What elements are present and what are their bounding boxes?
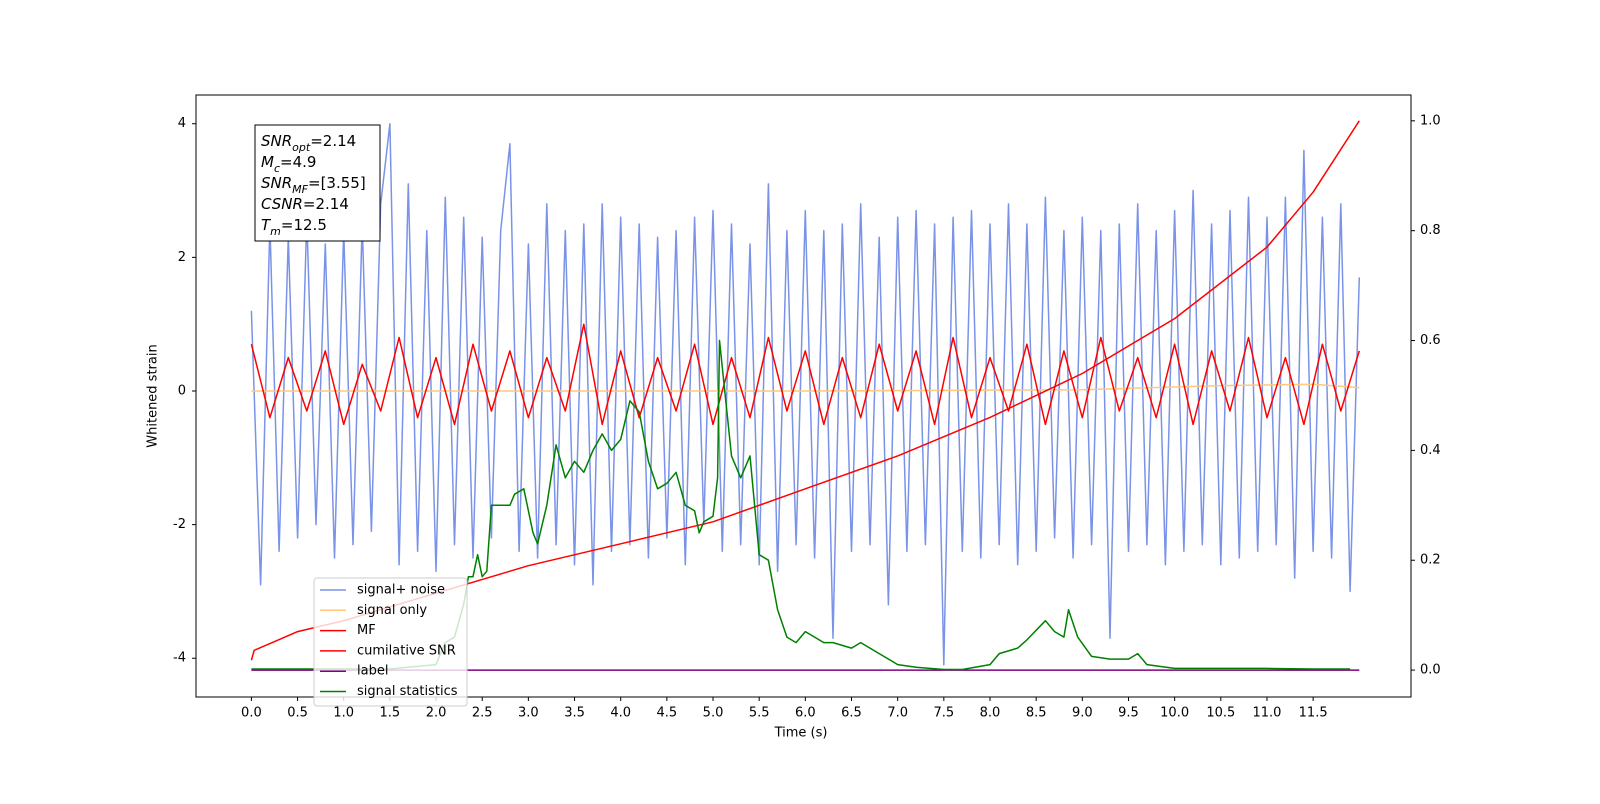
annotation-line: Tm=12.5	[261, 216, 327, 238]
annotation-subscript: m	[270, 225, 281, 238]
series-line	[250, 323, 1361, 426]
y-tick-label: -2	[173, 517, 186, 532]
x-tick-label: 2.0	[426, 706, 447, 721]
annotation-line: SNRopt=2.14	[261, 132, 356, 154]
x-tick-label: 7.5	[933, 706, 954, 721]
annotation-box	[254, 124, 381, 242]
x-tick-label: 9.5	[1118, 706, 1139, 721]
x-tick-label: 1.0	[333, 706, 354, 721]
annotation-subscript: c	[274, 162, 280, 175]
annotation-symbol: M	[261, 153, 274, 171]
annotation-value: =2.14	[303, 195, 349, 213]
x-tick-label: 11.5	[1299, 706, 1328, 721]
series-line	[251, 339, 1351, 671]
y2-tick-label: 0.6	[1420, 333, 1441, 348]
x-tick-label: 6.0	[795, 706, 816, 721]
legend-label: MF	[357, 623, 376, 638]
x-tick-label: 8.0	[980, 706, 1001, 721]
y-tick-label: 0	[178, 383, 186, 398]
x-tick-label: 0.0	[241, 706, 262, 721]
annotation-value: =2.14	[310, 132, 356, 150]
x-tick-label: 5.5	[749, 706, 770, 721]
x-tick-label: 9.0	[1072, 706, 1093, 721]
y-tick-label: 2	[178, 250, 186, 265]
annotation-symbol: SNR	[261, 174, 292, 192]
legend-box	[313, 577, 468, 707]
x-tick-label: 3.5	[564, 706, 585, 721]
x-tick-label: 2.5	[472, 706, 493, 721]
y2-tick-label: 0.2	[1420, 553, 1441, 568]
x-tick-label: 11.0	[1252, 706, 1281, 721]
annotation-symbol: T	[261, 216, 272, 234]
annotation-value: =12.5	[281, 216, 327, 234]
annotation-symbol: SNR	[261, 132, 292, 150]
annotation-line: SNRMF=[3.55]	[261, 174, 366, 196]
annotation-value: =[3.55]	[308, 174, 366, 192]
x-tick-label: 7.0	[887, 706, 908, 721]
y2-tick-label: 0.4	[1420, 443, 1441, 458]
x-tick-label: 4.5	[657, 706, 678, 721]
x-tick-label: 4.0	[610, 706, 631, 721]
legend-label: cumilative SNR	[357, 643, 456, 658]
legend-label: signal+ noise	[357, 583, 445, 598]
x-tick-label: 8.5	[1026, 706, 1047, 721]
x-axis-label: Time (s)	[774, 726, 828, 741]
x-tick-label: 3.0	[518, 706, 539, 721]
legend-label: signal only	[357, 603, 427, 618]
series-line	[251, 383, 1360, 392]
legend-label: signal statistics	[357, 684, 458, 699]
x-tick-label: 10.5	[1206, 706, 1235, 721]
series-line	[250, 122, 1361, 666]
y-tick-label: -4	[173, 651, 186, 666]
annotation-value: =4.9	[280, 153, 316, 171]
y-axis-label: Whitened strain	[146, 344, 161, 447]
annotation-line: CSNR=2.14	[261, 195, 349, 213]
x-tick-label: 1.5	[380, 706, 401, 721]
legend-label: label	[357, 664, 388, 679]
y2-tick-label: 0.0	[1420, 663, 1441, 678]
plot-frame	[195, 94, 1412, 698]
x-tick-label: 0.5	[287, 706, 308, 721]
x-tick-label: 10.0	[1160, 706, 1189, 721]
y-tick-label: 4	[178, 116, 186, 131]
annotation-subscript: opt	[292, 141, 311, 154]
annotation-line: Mc=4.9	[261, 153, 316, 175]
y2-tick-label: 0.8	[1420, 223, 1441, 238]
x-tick-label: 6.5	[841, 706, 862, 721]
y2-tick-label: 1.0	[1420, 113, 1441, 128]
annotation-symbol: CSNR	[261, 195, 303, 213]
x-tick-label: 5.0	[703, 706, 724, 721]
annotation-subscript: MF	[292, 183, 308, 196]
